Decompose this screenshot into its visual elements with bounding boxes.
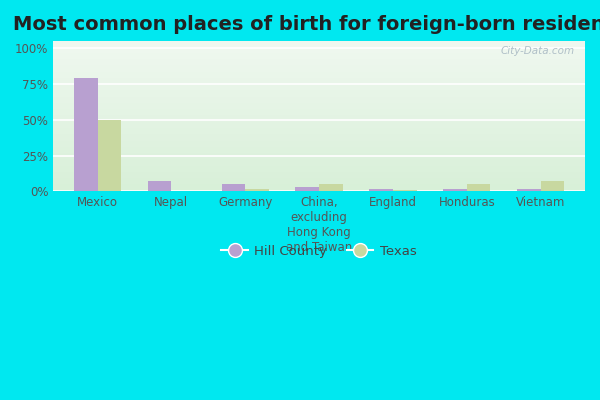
Legend: Hill County, Texas: Hill County, Texas bbox=[216, 240, 422, 263]
Bar bbox=[295, 187, 319, 192]
Bar bbox=[319, 184, 343, 192]
Bar bbox=[517, 188, 541, 192]
Title: Most common places of birth for foreign-born residents: Most common places of birth for foreign-… bbox=[13, 15, 600, 34]
Bar bbox=[148, 182, 172, 192]
Bar bbox=[98, 120, 121, 192]
Bar bbox=[370, 189, 393, 192]
Bar bbox=[74, 78, 98, 192]
Bar bbox=[245, 189, 269, 192]
Bar bbox=[172, 191, 195, 192]
Bar bbox=[541, 182, 565, 192]
Text: City-Data.com: City-Data.com bbox=[500, 46, 574, 56]
Bar bbox=[221, 184, 245, 192]
Bar bbox=[443, 188, 467, 192]
Bar bbox=[393, 190, 416, 192]
Bar bbox=[467, 184, 490, 192]
